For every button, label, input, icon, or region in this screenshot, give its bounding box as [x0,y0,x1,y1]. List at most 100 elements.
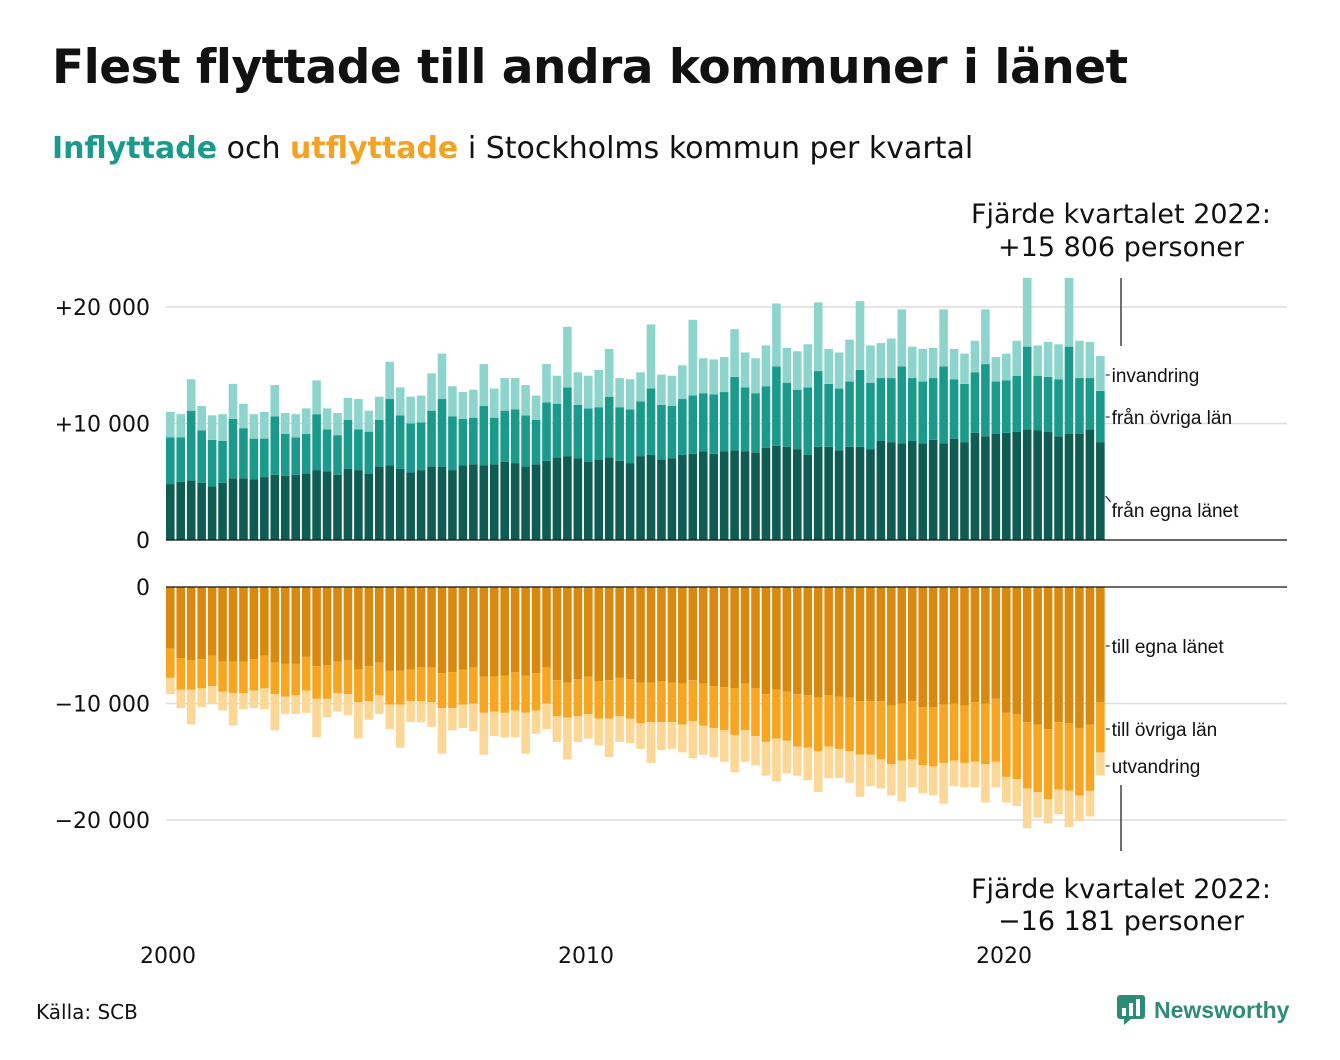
bar-in-2 [458,392,468,419]
bar-out-2 [761,741,771,776]
bar-out-2 [176,689,186,709]
bar-out-1 [772,689,781,739]
bar-out-1 [207,655,217,687]
bar-out-2 [1033,792,1042,818]
bar-in-1 [918,381,927,444]
bar-out-1 [1022,722,1032,789]
subtitle-inflyttade: Inflyttade [52,131,218,166]
bar-in-1 [416,422,426,471]
bar-out-1 [176,658,186,690]
bar-in-2 [845,339,854,382]
bar-out-0 [709,587,718,687]
bar-out-2 [354,702,363,739]
bar-in-2 [312,380,321,415]
bar-in-1 [521,415,530,467]
bar-in-2 [270,385,280,417]
bar-in-1 [448,416,457,471]
bar-out-0 [981,587,990,704]
bar-out-1 [1033,724,1042,793]
y-tick-label-out: −10 000 [55,693,150,718]
subtitle-utflyttade: utflyttade [290,131,459,166]
bar-out-0 [667,587,677,683]
bar-in-0 [197,482,206,540]
bar-out-1 [375,662,384,696]
bar-out-0 [343,587,353,661]
bar-out-0 [406,587,415,670]
bar-in-2 [960,353,969,384]
bar-in-1 [218,440,227,483]
bar-in-0 [385,465,395,540]
bar-in-1 [228,418,238,479]
bar-out-0 [437,587,447,674]
bar-out-0 [448,587,457,673]
bar-in-2 [740,352,750,388]
bar-out-0 [657,587,666,682]
bar-in-0 [981,436,990,540]
bar-in-1 [479,406,489,466]
bar-in-0 [343,468,353,540]
bar-out-2 [197,688,206,707]
bar-out-1 [301,656,311,691]
series-label-out: till övriga län [1112,720,1218,741]
bar-in-0 [1085,429,1095,540]
bar-in-0 [751,452,760,540]
bar-in-0 [1043,431,1053,540]
bar-out-2 [416,701,426,723]
bar-in-2 [897,309,907,367]
bar-in-2 [719,357,729,393]
bar-in-1 [824,383,833,447]
bar-in-2 [991,357,1001,382]
bar-out-2 [322,698,332,718]
bar-in-0 [698,451,708,540]
bar-in-0 [375,466,384,540]
bar-out-0 [469,587,478,668]
bar-in-2 [782,347,792,383]
bar-out-2 [312,698,321,738]
bar-out-1 [709,686,718,728]
bar-out-1 [249,659,259,691]
bar-out-0 [949,587,959,704]
bar-in-0 [918,443,927,540]
bar-in-0 [907,440,917,540]
bar-in-0 [991,433,1001,540]
bar-out-2 [949,760,959,787]
bar-out-0 [719,587,729,688]
bar-out-2 [678,724,687,753]
bar-in-1 [646,388,656,455]
bar-in-2 [207,415,217,440]
bar-in-0 [322,471,332,540]
bar-in-0 [489,464,499,540]
bar-out-1 [521,675,530,713]
bar-out-2 [395,704,405,748]
bar-out-2 [500,712,509,738]
bar-out-1 [1075,727,1084,796]
bar-out-2 [1064,790,1074,827]
bar-out-0 [939,587,948,705]
bar-out-2 [772,738,781,782]
bar-out-2 [333,693,342,712]
bar-in-1 [531,420,541,465]
bar-out-0 [197,587,206,660]
bar-in-0 [354,470,363,540]
bar-out-0 [322,587,332,666]
bar-out-2 [427,702,436,727]
bar-out-0 [907,587,917,702]
bar-out-0 [354,587,363,670]
bar-out-2 [594,718,604,746]
bar-in-0 [688,453,698,540]
bar-in-0 [594,459,604,540]
bar-out-1 [615,677,624,717]
bar-out-1 [594,681,604,719]
bar-in-2 [949,348,959,380]
bar-in-2 [636,372,645,402]
bar-out-1 [333,661,342,694]
bar-out-0 [416,587,426,668]
bar-in-0 [887,442,896,540]
bar-out-1 [646,682,656,723]
bar-in-0 [625,463,635,540]
bar-in-0 [1033,430,1042,540]
bar-in-1 [782,382,792,447]
page-subtitle: Inflyttade och utflyttade i Stockholms k… [52,131,973,166]
bar-out-0 [594,587,604,682]
bar-in-0 [803,454,813,540]
